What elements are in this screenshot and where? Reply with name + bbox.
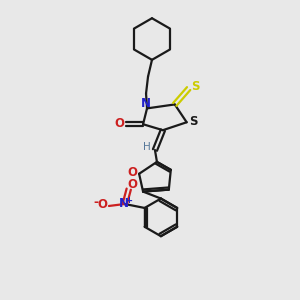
Text: N: N: [141, 97, 151, 110]
Text: O: O: [127, 166, 137, 179]
Text: O: O: [128, 178, 138, 191]
Text: O: O: [97, 199, 107, 212]
Text: N: N: [119, 196, 129, 209]
Text: O: O: [114, 117, 124, 130]
Text: -: -: [94, 196, 99, 208]
Text: S: S: [189, 115, 198, 128]
Text: H: H: [143, 142, 151, 152]
Text: S: S: [191, 80, 200, 93]
Text: +: +: [125, 196, 132, 205]
